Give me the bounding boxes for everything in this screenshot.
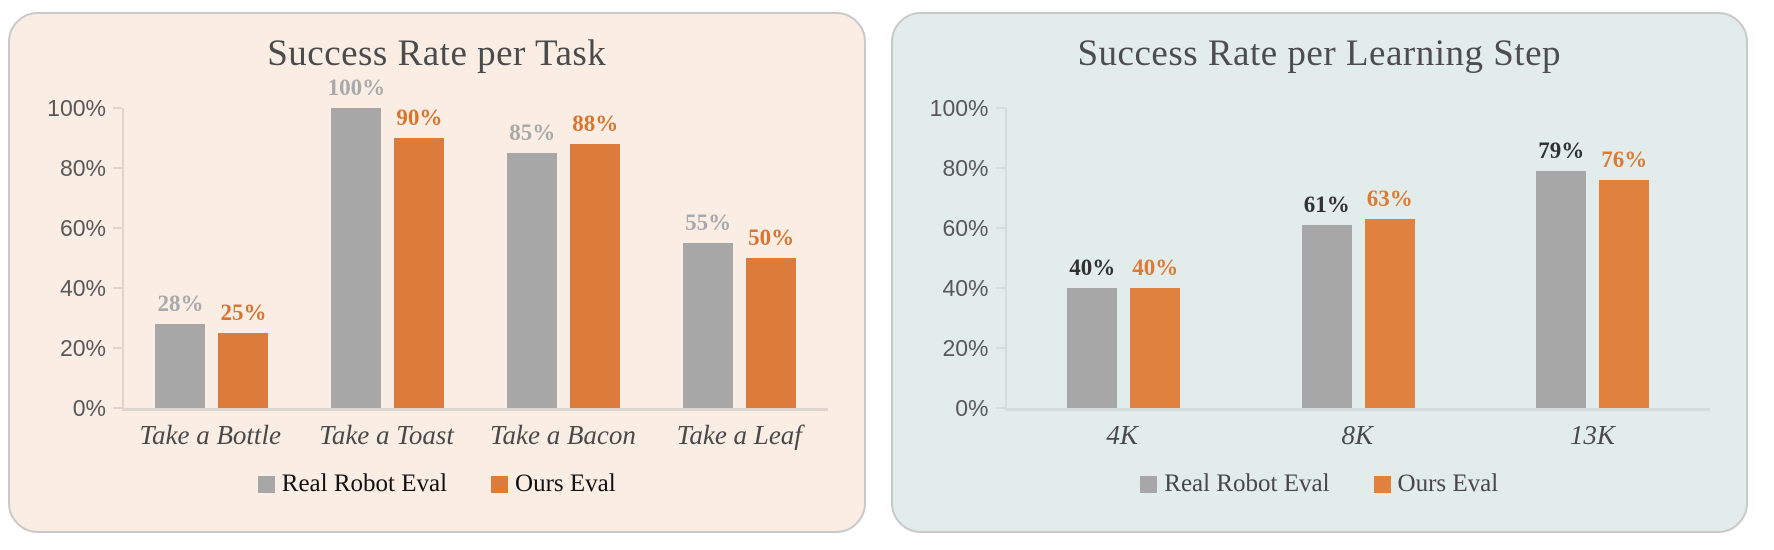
bar-real-robot-eval: 100%: [328, 75, 385, 408]
bar-real-robot-eval: 55%: [683, 210, 734, 408]
bar-ours-eval: 25%: [218, 300, 269, 408]
bar-group: 40% 40%: [1007, 108, 1242, 408]
bar-value-label: 40%: [1132, 255, 1179, 280]
y-tick-mark: [995, 407, 1005, 409]
legend-label: Real Robot Eval: [281, 470, 448, 497]
y-tick-mark: [995, 107, 1005, 109]
chart-area: 100% 80% 60% 40% 20% 0% 28% 25% 100% 90% 85% 88% 55…: [10, 75, 864, 451]
x-category-label: Take a Bottle: [139, 420, 281, 450]
y-tick-label: 40%: [942, 275, 989, 301]
x-axis-labels: 4K 8K 13K: [1005, 420, 1711, 451]
y-tick-mark: [995, 347, 1005, 349]
y-tick-label: 60%: [59, 215, 106, 241]
y-tick-mark: [995, 287, 1005, 289]
y-tick-label: 100%: [929, 95, 989, 121]
task-success-chart-panel: Success Rate per Task 100% 80% 60% 40% 20% 0%…: [8, 12, 866, 533]
legend-item: Ours Eval: [491, 470, 616, 498]
bar-value-label: 79%: [1538, 138, 1585, 163]
bar-ours-eval: 63%: [1364, 186, 1415, 408]
x-category-label: 8K: [1341, 420, 1374, 450]
chart-title: Success Rate per Task: [267, 33, 607, 74]
bar-value-label: 28%: [157, 291, 204, 316]
y-tick-mark: [995, 227, 1005, 229]
y-tick-label: 80%: [59, 155, 106, 181]
bar-value-label: 100%: [327, 75, 386, 100]
learning-step-success-chart-panel: Success Rate per Learning Step 100% 80% 60…: [890, 12, 1748, 533]
plot-column: 40% 40% 61% 63% 79% 76% 4K 8K 13K: [1004, 108, 1711, 451]
bar-real-robot-eval: 40%: [1067, 255, 1118, 408]
legend-marker: [491, 475, 509, 493]
bar-ours-eval: 40%: [1130, 255, 1181, 408]
y-tick-mark: [113, 107, 122, 109]
bar-real-robot-eval: 28%: [155, 291, 206, 408]
legend-label: Real Robot Eval: [1164, 470, 1330, 497]
x-axis-labels: Take a Bottle Take a Toast Take a Bacon Tak…: [122, 420, 828, 451]
bar-value-label: 90%: [396, 105, 443, 130]
legend-item: Real Robot Eval: [257, 470, 448, 498]
bar-value-label: 61%: [1303, 192, 1350, 217]
legend-label: Ours Eval: [515, 470, 616, 497]
bar-value-label: 25%: [220, 300, 267, 325]
y-tick-mark: [113, 407, 122, 409]
y-tick-mark: [113, 227, 122, 229]
y-tick-mark: [113, 167, 122, 169]
y-tick-label: 20%: [59, 335, 106, 361]
y-axis: 100% 80% 60% 40% 20% 0%: [10, 95, 122, 421]
legend-label: Ours Eval: [1397, 470, 1499, 497]
x-category-label: 13K: [1569, 420, 1615, 450]
bar-ours-eval: 50%: [746, 225, 797, 408]
y-tick-label: 100%: [47, 95, 106, 121]
plot-area: 40% 40% 61% 63% 79% 76%: [1004, 108, 1711, 411]
y-tick-label: 20%: [942, 335, 989, 361]
bar-value-label: 85%: [509, 120, 556, 145]
plot-area: 28% 25% 100% 90% 85% 88% 55% 50%: [122, 75, 828, 411]
bar-value-label: 63%: [1366, 186, 1413, 211]
x-category-label: 4K: [1106, 420, 1138, 450]
bar-value-label: 76%: [1601, 147, 1648, 172]
x-category-label: Take a Leaf: [676, 420, 802, 450]
legend: Real Robot Eval Ours Eval: [893, 470, 1747, 498]
y-tick-label: 0%: [955, 395, 989, 421]
legend-item: Real Robot Eval: [1140, 470, 1330, 498]
x-category-label: Take a Bacon: [489, 420, 636, 450]
bar-real-robot-eval: 61%: [1301, 192, 1352, 408]
chart-title: Success Rate per Learning Step: [1077, 33, 1562, 74]
y-tick-label: 40%: [59, 275, 106, 301]
legend-marker: [1140, 475, 1158, 493]
y-tick-mark: [113, 287, 122, 289]
y-tick-label: 0%: [72, 395, 106, 421]
legend-marker: [257, 475, 275, 493]
bar-value-label: 55%: [685, 210, 732, 235]
bar-group: 55% 50%: [652, 108, 828, 408]
plot-column: 28% 25% 100% 90% 85% 88% 55% 50% Take a Bottle T…: [122, 75, 828, 451]
y-tick-label: 80%: [942, 155, 989, 181]
bar-value-label: 88%: [572, 111, 619, 136]
bar-ours-eval: 90%: [394, 105, 445, 408]
bar-value-label: 50%: [748, 225, 795, 250]
y-tick-mark: [995, 167, 1005, 169]
bar-group: 85% 88%: [476, 108, 652, 408]
bar-ours-eval: 76%: [1599, 147, 1650, 408]
bar-group: 100% 90%: [300, 75, 476, 408]
figure-row: Success Rate per Task 100% 80% 60% 40% 20% 0%…: [8, 12, 1748, 533]
bar-value-label: 40%: [1069, 255, 1116, 280]
bar-ours-eval: 88%: [570, 111, 621, 408]
legend-item: Ours Eval: [1373, 470, 1499, 498]
bar-real-robot-eval: 79%: [1536, 138, 1587, 408]
bar-group: 28% 25%: [124, 108, 300, 408]
legend: Real Robot Eval Ours Eval: [10, 470, 864, 498]
bar-group: 79% 76%: [1476, 108, 1711, 408]
legend-marker: [1373, 475, 1391, 493]
x-category-label: Take a Toast: [319, 420, 454, 450]
y-axis: 100% 80% 60% 40% 20% 0%: [893, 95, 1005, 421]
y-tick-mark: [113, 347, 122, 349]
chart-area: 100% 80% 60% 40% 20% 0% 40% 40% 61% 63% 79% 76% 4K…: [893, 95, 1747, 451]
y-tick-label: 60%: [942, 215, 989, 241]
bar-group: 61% 63%: [1241, 108, 1476, 408]
bar-real-robot-eval: 85%: [507, 120, 558, 408]
